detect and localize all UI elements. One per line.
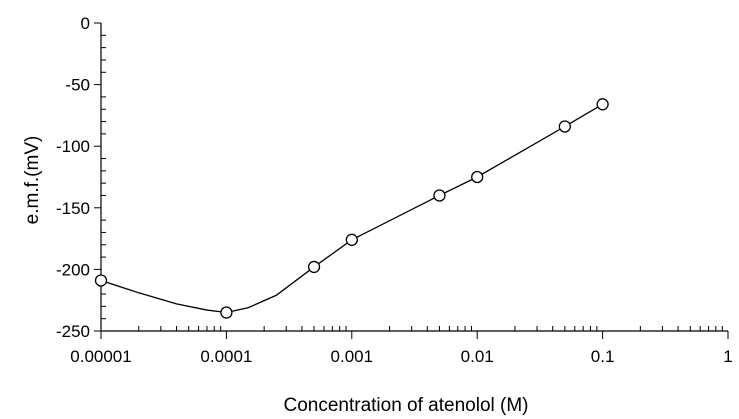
x-tick-label: 1 bbox=[723, 347, 732, 366]
y-tick-label: -100 bbox=[56, 137, 90, 156]
y-tick-label: -200 bbox=[56, 260, 90, 279]
y-axis-title: e.m.f.(mV) bbox=[22, 136, 43, 225]
x-tick-label: 0.01 bbox=[461, 347, 494, 366]
x-axis-title: Concentration of atenolol (M) bbox=[283, 395, 528, 416]
data-point bbox=[94, 274, 108, 287]
plot-area bbox=[100, 23, 728, 332]
x-tick-label: 0.00001 bbox=[70, 347, 131, 366]
data-point bbox=[220, 306, 233, 319]
data-point bbox=[345, 233, 358, 246]
tick-labels: 0 -50 -100 -150 -200 -250 0.00001 0.0001 0.001 0.… bbox=[56, 14, 733, 366]
x-tick-label: 0.001 bbox=[331, 347, 374, 366]
data-layer bbox=[94, 98, 609, 319]
y-tick-label: -50 bbox=[65, 76, 90, 95]
data-point bbox=[433, 189, 446, 202]
x-tick-label: 0.1 bbox=[591, 347, 615, 366]
y-tick-label: 0 bbox=[81, 14, 90, 33]
data-point bbox=[596, 98, 609, 111]
x-tick-label: 0.0001 bbox=[200, 347, 252, 366]
data-point bbox=[307, 260, 321, 274]
y-tick-label: -150 bbox=[56, 199, 90, 218]
data-point bbox=[471, 170, 484, 184]
data-point bbox=[558, 120, 572, 133]
series-line bbox=[100, 103, 603, 314]
y-tick-label: -250 bbox=[56, 322, 90, 341]
axis-ticks bbox=[94, 22, 729, 339]
